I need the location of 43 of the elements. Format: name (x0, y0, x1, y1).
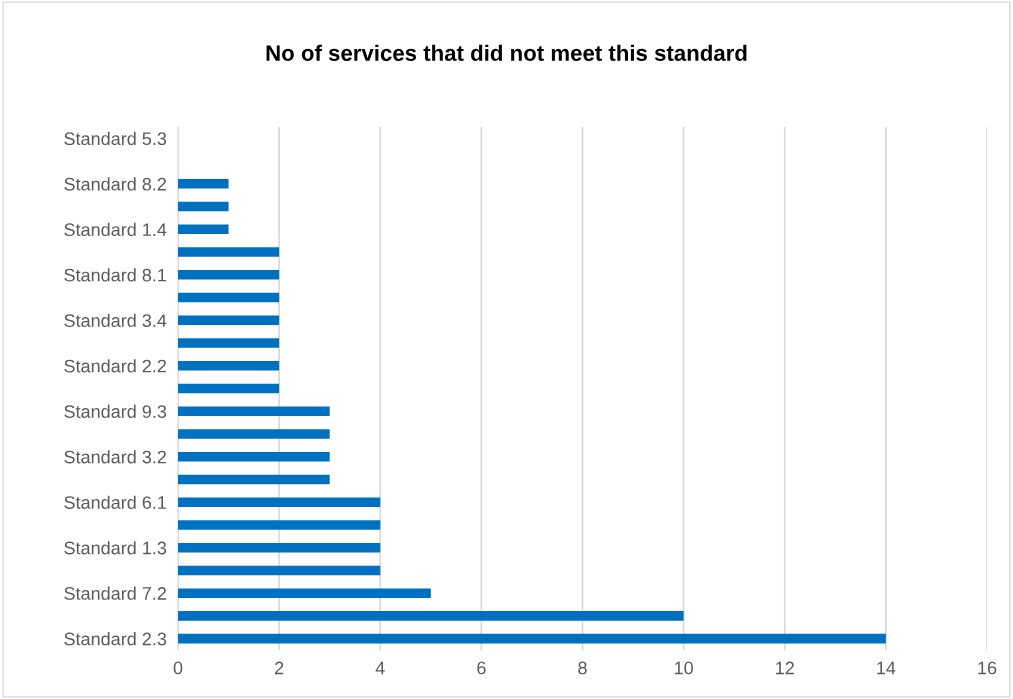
x-tick-label: 0 (173, 661, 183, 675)
bar (178, 270, 280, 280)
bar (178, 360, 280, 371)
y-tick-label: Standard 8.1 (64, 268, 167, 282)
x-tick-label: 10 (674, 661, 693, 675)
x-tick-label: 6 (477, 661, 486, 675)
y-tick-label: Standard 3.2 (64, 450, 166, 464)
bar (178, 542, 381, 553)
bar (178, 451, 330, 462)
y-tick-label: Standard 7.2 (64, 586, 166, 600)
bar (178, 497, 381, 507)
y-tick-label: Standard 1.4 (64, 222, 167, 237)
bar (178, 247, 280, 257)
bar (178, 292, 280, 303)
y-tick-label: Standard 8.2 (64, 177, 166, 191)
bar (178, 565, 381, 576)
y-tick-label: Standard 2.3 (64, 632, 167, 646)
bar (178, 429, 330, 439)
bar (178, 201, 229, 212)
bar (178, 179, 229, 189)
y-tick-label: Standard 9.3 (64, 404, 167, 418)
bar (178, 406, 330, 417)
bar (178, 338, 280, 348)
x-tick-label: 16 (978, 661, 997, 675)
y-tick-label: Standard 1.3 (64, 541, 167, 555)
bar (178, 633, 886, 644)
bar (178, 611, 684, 621)
y-tick-label: Standard 5.3 (64, 131, 167, 146)
bar (178, 315, 280, 326)
bar (178, 224, 229, 235)
x-tick-label: 8 (578, 661, 587, 675)
x-tick-label: 4 (375, 661, 385, 675)
y-tick-label: Standard 6.1 (64, 495, 167, 509)
chart-title: No of services that did not meet this standard (266, 44, 747, 61)
x-tick-label: 2 (275, 661, 284, 675)
bar (178, 520, 381, 530)
y-tick-label: Standard 2.2 (64, 359, 166, 373)
bar (178, 588, 431, 598)
x-tick-label: 12 (776, 661, 794, 675)
bar (178, 474, 330, 485)
y-tick-label: Standard 3.4 (64, 313, 167, 327)
x-tick-label: 14 (877, 661, 896, 675)
bar (178, 383, 280, 394)
